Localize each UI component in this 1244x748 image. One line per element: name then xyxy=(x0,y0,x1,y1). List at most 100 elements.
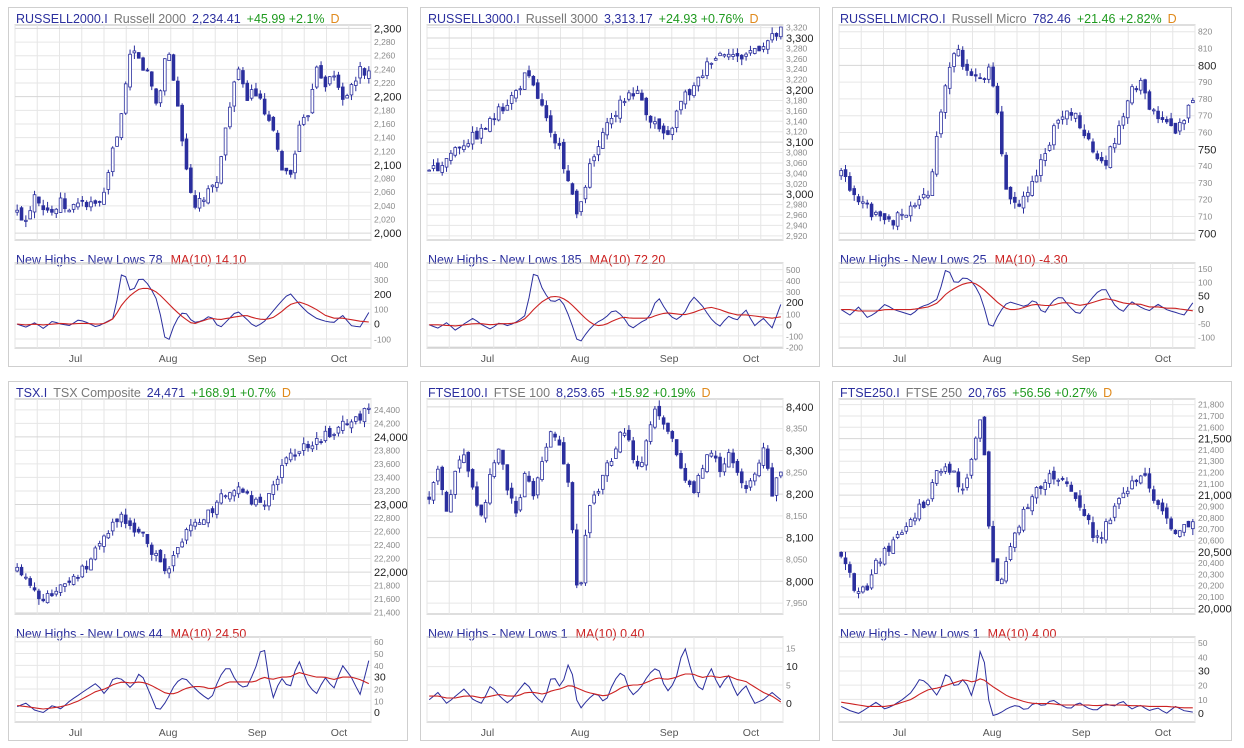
y-tick-label: 2,280 xyxy=(374,37,396,47)
y-tick-label: 8,150 xyxy=(786,511,808,521)
symbol-label[interactable]: RUSSELLMICRO.I xyxy=(840,12,946,26)
panel-header: FTSE100.I FTSE 100 8,253.65 +15.92 +0.19% D xyxy=(428,384,717,402)
candle-body xyxy=(622,432,627,436)
candle-body xyxy=(722,54,727,57)
candle-body xyxy=(206,509,210,524)
candle-body xyxy=(496,448,501,464)
chart-panel-ftse100[interactable]: FTSE100.I FTSE 100 8,253.65 +15.92 +0.19% D … xyxy=(420,381,820,741)
period-label[interactable]: D xyxy=(281,386,291,400)
symbol-label[interactable]: RUSSELL2000.I xyxy=(16,12,108,26)
candle-body xyxy=(19,207,24,221)
candle-body xyxy=(670,431,675,439)
candle-body xyxy=(1026,192,1030,197)
candle-body xyxy=(969,458,974,476)
candle-body xyxy=(271,484,276,495)
candle-body xyxy=(570,183,575,195)
candle-body xyxy=(1104,159,1108,166)
candle-body xyxy=(76,202,80,208)
candle-body xyxy=(683,467,688,481)
candle-body xyxy=(15,566,19,572)
chart-panel-russell2000[interactable]: RUSSELL2000.I Russell 2000 2,234.41 +45.99 … xyxy=(8,7,408,367)
candle-body xyxy=(943,85,948,113)
candle-body xyxy=(154,552,158,556)
candle-body xyxy=(119,113,124,139)
period-label[interactable]: D xyxy=(701,386,711,400)
candle-body xyxy=(202,519,206,525)
candle-body xyxy=(505,464,510,491)
candle-body xyxy=(340,86,345,100)
panel-header: TSX.I TSX Composite 24,471 +168.91 +0.7% D xyxy=(16,384,297,402)
candle-body xyxy=(696,76,701,87)
symbol-label[interactable]: FTSE250.I xyxy=(840,386,900,400)
panel-header: RUSSELL2000.I Russell 2000 2,234.41 +45.99 … xyxy=(16,10,346,28)
chart-panel-russell3000[interactable]: RUSSELL3000.I Russell 3000 3,313.17 +24.93 … xyxy=(420,7,820,367)
nhnl-line xyxy=(17,274,370,341)
candle-body xyxy=(1082,129,1087,137)
chart-panel-russellmicro[interactable]: RUSSELLMICRO.I Russell Micro 782.46 +21.46 … xyxy=(832,7,1232,367)
candle-body xyxy=(583,534,588,584)
candle-body xyxy=(275,478,280,486)
candle-body xyxy=(1164,119,1169,123)
candle-body xyxy=(1186,104,1191,119)
candle-body xyxy=(553,133,557,144)
period-label[interactable]: D xyxy=(1103,386,1113,400)
ma-line xyxy=(17,672,370,710)
candle-body xyxy=(648,424,653,442)
y-tick-label: 2,040 xyxy=(374,201,396,211)
candle-body xyxy=(440,165,444,173)
candle-body xyxy=(189,167,193,193)
candle-body xyxy=(223,495,228,498)
period-label[interactable]: D xyxy=(330,12,340,26)
symbol-label[interactable]: TSX.I xyxy=(16,386,48,400)
candle-body xyxy=(531,480,536,497)
x-tick-label: Jul xyxy=(481,353,494,365)
candle-body xyxy=(84,201,89,208)
candle-body xyxy=(1030,180,1034,196)
candle-body xyxy=(1112,505,1117,518)
candle-body xyxy=(1156,500,1160,505)
x-tick-label: Sep xyxy=(1072,727,1091,739)
y-tick-label: 3,320 xyxy=(786,23,808,33)
candle-body xyxy=(158,549,163,563)
symbol-label[interactable]: FTSE100.I xyxy=(428,386,488,400)
y-tick-label: 3,160 xyxy=(786,106,808,116)
symbol-label[interactable]: RUSSELL3000.I xyxy=(428,12,520,26)
price-change: +45.99 +2.1% xyxy=(246,12,325,26)
candle-body xyxy=(921,193,926,199)
candle-body xyxy=(583,186,588,200)
chart-panel-ftse250[interactable]: FTSE250.I FTSE 250 20,765 +56.56 +0.27% D Ne… xyxy=(832,381,1232,741)
period-label[interactable]: D xyxy=(749,12,759,26)
last-price: 3,313.17 xyxy=(604,12,653,26)
period-label[interactable]: D xyxy=(1167,12,1177,26)
candle-body xyxy=(895,212,900,227)
candle-body xyxy=(67,580,72,583)
candle-body xyxy=(627,92,631,100)
y-tick-label: 7,950 xyxy=(786,598,808,608)
y-tick-label: 750 xyxy=(1198,144,1216,156)
candle-body xyxy=(249,495,254,505)
candle-body xyxy=(713,58,718,61)
candle-body xyxy=(97,201,102,203)
sub-tick-label: 200 xyxy=(786,297,804,309)
x-tick-label: Jul xyxy=(69,727,82,739)
chart-panel-tsx[interactable]: TSX.I TSX Composite 24,471 +168.91 +0.7% D N… xyxy=(8,381,408,741)
candle-body xyxy=(856,591,861,594)
candle-body xyxy=(1121,116,1126,126)
candle-body xyxy=(145,534,150,544)
candle-body xyxy=(475,130,479,140)
candle-body xyxy=(340,420,345,431)
candle-body xyxy=(852,188,856,196)
candle-body xyxy=(1047,144,1052,151)
candle-body xyxy=(80,565,85,578)
sub-tick-label: 40 xyxy=(374,661,384,671)
candle-body xyxy=(1143,79,1147,94)
candle-body xyxy=(1000,578,1004,585)
candle-body xyxy=(1082,509,1087,516)
candle-body xyxy=(779,471,783,477)
candle-body xyxy=(882,547,887,565)
candle-body xyxy=(349,84,354,96)
candle-body xyxy=(1043,482,1048,490)
candle-body xyxy=(449,494,453,513)
y-tick-label: 810 xyxy=(1198,44,1212,54)
candle-body xyxy=(921,501,926,508)
